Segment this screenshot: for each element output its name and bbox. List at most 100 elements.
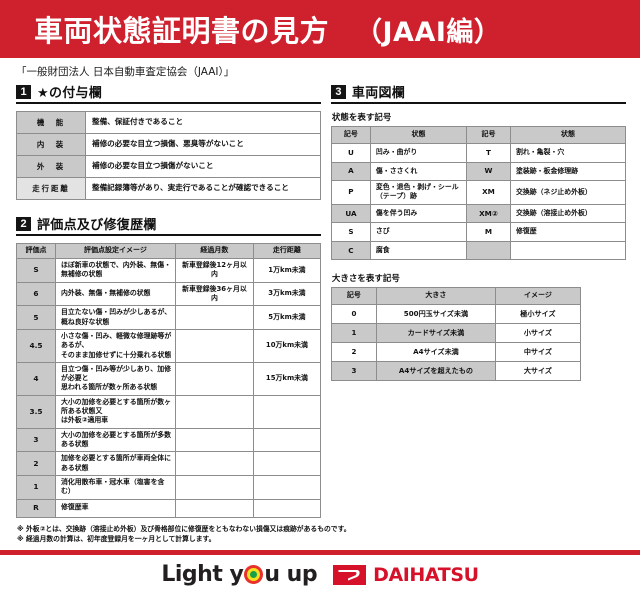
eval-image-cell: 加修を必要とする箇所が車両全体にある状態: [55, 451, 176, 476]
state-code-cell-right: M: [466, 222, 511, 242]
eval-months-cell: [174, 394, 254, 429]
table-row: 走行距離 整備記録簿等があり、実走行であることが確認できること: [16, 177, 321, 200]
table-row: C 腐食: [330, 240, 626, 261]
content-columns: 1 ★の付与欄 機 能 整備、保証付きであること 内 装 補修の必要な目立つ損傷…: [0, 82, 640, 518]
state-desc-cell-right: 塗装跡・板金修理跡: [510, 161, 626, 181]
state-code-cell-left: UA: [330, 203, 371, 224]
eval-image-cell: 目立つ傷・凹み等が少しあり、加修が必要と 思われる箇所が数ヶ所ある状態: [55, 361, 176, 396]
star-row-desc: 補修の必要な目立つ損傷、悪臭等がないこと: [85, 133, 321, 156]
eval-distance-cell: [252, 474, 321, 500]
table-header-row: 記号 大きさ イメージ: [330, 287, 581, 306]
eval-rate-cell: 3.5: [16, 394, 56, 429]
eval-rate-cell: 4.5: [16, 328, 56, 363]
eval-image-cell: 小さな傷・凹み、軽微な修理跡等があるが、 そのまま加修せずに十分乗れる状態: [55, 328, 176, 363]
eval-rate-cell: 1: [16, 474, 56, 500]
column-header-state-2: 状態: [510, 126, 626, 144]
size-code-cell: 0: [330, 304, 377, 325]
table-row: U 凹み・曲がり T 割れ・亀裂・穴: [330, 143, 626, 163]
star-criteria-table: 機 能 整備、保証付きであること 内 装 補修の必要な目立つ損傷、悪臭等がないこ…: [16, 111, 321, 200]
table-row: 1 消化用散布車・冠水車（塩害を含む）: [16, 474, 321, 500]
star-row-label: 走行距離: [16, 177, 86, 200]
table-row: 3 大小の加修を必要とする箇所が多数ある状態: [16, 427, 321, 453]
eval-rate-cell: 3: [16, 427, 56, 453]
table-row: 2 A4サイズ未満 中サイズ: [330, 342, 581, 363]
section-2-heading: 2 評価点及び修復歴欄: [16, 214, 321, 236]
state-desc-cell-left: 傷を伴う凹み: [369, 203, 468, 224]
table-row: A 傷・ささくれ W 塗装跡・板金修理跡: [330, 161, 626, 181]
eval-months-cell: [174, 474, 254, 500]
section-3-number: 3: [330, 84, 346, 99]
state-code-cell-left: A: [330, 161, 371, 181]
state-desc-cell-right: [510, 240, 626, 261]
section-1-number: 1: [16, 84, 31, 99]
page-title-suffix: （JAAI編）: [355, 17, 502, 48]
size-value-cell: 500円玉サイズ未満: [375, 304, 496, 325]
table-row: R 修復歴車: [16, 498, 321, 518]
eval-distance-cell: 3万km未満: [252, 281, 321, 307]
size-symbol-table: 記号 大きさ イメージ 0 500円玉サイズ未満 極小サイズ 1 カードサイズ未満 小サイ…: [330, 287, 581, 382]
eval-rate-cell: R: [16, 498, 56, 518]
section-1-heading: 1 ★の付与欄: [16, 82, 321, 104]
column-header-size-image: イメージ: [494, 287, 581, 306]
state-desc-cell-right: 交換跡（溶接止め外板）: [510, 203, 626, 224]
eval-image-cell: 消化用散布車・冠水車（塩害を含む）: [55, 474, 176, 500]
table-row: 5 目立たない傷・凹みが少しあるが、概ね良好な状態 5万km未満: [16, 305, 321, 330]
table-row: 4.5 小さな傷・凹み、軽微な修理跡等があるが、 そのまま加修せずに十分乗れる状態 1…: [16, 328, 321, 363]
slogan-part-2: u up: [264, 562, 318, 588]
state-desc-cell-left: 変色・退色・剥げ・シール（テープ）跡: [369, 180, 468, 205]
circle-o-icon: [244, 565, 264, 585]
eval-distance-cell: 15万km未満: [252, 361, 321, 396]
table-header-row: 記号 状態 記号 状態: [330, 126, 626, 144]
evaluation-table-body: S ほぼ新車の状態で、内外装、無傷・無補修の状態 新車登録後12ヶ月以内 1万km未満…: [16, 258, 321, 518]
brand-slogan: Light y u up: [161, 562, 317, 587]
table-row: 機 能 整備、保証付きであること: [16, 111, 321, 134]
size-table-head: 記号 大きさ イメージ: [330, 287, 581, 306]
eval-image-cell: 大小の加修を必要とする箇所が数ヶ所ある状態又 は外板②適用車: [55, 394, 176, 429]
eval-image-cell: 修復歴車: [55, 498, 176, 518]
size-image-cell: 中サイズ: [494, 342, 581, 363]
daihatsu-mark-icon: [333, 564, 367, 585]
eval-rate-cell: S: [16, 258, 56, 283]
star-row-desc: 整備、保証付きであること: [85, 111, 321, 134]
eval-rate-cell: 5: [16, 305, 56, 330]
state-code-cell-left: S: [330, 222, 371, 242]
state-code-cell-right: XM②: [466, 203, 511, 224]
table-row: 3.5 大小の加修を必要とする箇所が数ヶ所ある状態又 は外板②適用車: [16, 394, 321, 429]
star-table-body: 機 能 整備、保証付きであること 内 装 補修の必要な目立つ損傷、悪臭等がないこ…: [16, 111, 321, 200]
table-row: 3 A4サイズを超えたもの 大サイズ: [330, 361, 581, 382]
page-title-main: 車両状態証明書の見方: [34, 14, 330, 48]
state-desc-cell-left: 傷・ささくれ: [369, 161, 468, 181]
table-row: 2 加修を必要とする箇所が車両全体にある状態: [16, 451, 321, 476]
size-image-cell: 極小サイズ: [494, 304, 581, 325]
eval-distance-cell: [252, 451, 321, 476]
page-footer: Light y u up DAIHATSU: [0, 555, 640, 595]
column-header-state-1: 状態: [369, 126, 468, 144]
evaluation-score-table: 評価点 評価点設定イメージ 経過月数 走行距離 S ほぼ新車の状態で、内外装、無傷…: [16, 243, 321, 518]
table-row: 6 内外装、無傷・無補修の状態 新車登録後36ヶ月以内 3万km未満: [16, 281, 321, 307]
daihatsu-logo: DAIHATSU: [333, 564, 479, 586]
state-table-head: 記号 状態 記号 状態: [330, 126, 626, 144]
eval-months-cell: [174, 451, 254, 476]
size-code-cell: 1: [330, 323, 377, 344]
table-header-row: 評価点 評価点設定イメージ 経過月数 走行距離: [16, 243, 321, 259]
star-row-label: 外 装: [16, 155, 86, 178]
footnote-2: ※ 経過月数の計算は、初年度登録月を一ヶ月として計算します。: [17, 534, 216, 543]
eval-distance-cell: [252, 394, 321, 429]
table-row: 内 装 補修の必要な目立つ損傷、悪臭等がないこと: [16, 133, 321, 156]
star-row-desc: 補修の必要な目立つ損傷がないこと: [85, 155, 321, 178]
state-desc-cell-left: 凹み・曲がり: [369, 143, 468, 163]
eval-months-cell: 新車登録後12ヶ月以内: [174, 258, 254, 283]
state-desc-cell-right: 交換跡（ネジ止め外板）: [510, 180, 626, 205]
footnote-1: ※ 外板②とは、交換跡（溶接止め外板）及び骨格部位に修復歴をともなわない損傷又は…: [17, 524, 351, 533]
column-header-size-code: 記号: [330, 287, 377, 306]
page-title: 車両状態証明書の見方 （JAAI編）: [34, 8, 501, 50]
state-desc-cell-left: 腐食: [369, 240, 468, 261]
table-row: 4 目立つ傷・凹み等が少しあり、加修が必要と 思われる箇所が数ヶ所ある状態 15万km…: [16, 361, 321, 396]
eval-distance-cell: 1万km未満: [252, 258, 321, 283]
eval-distance-cell: [252, 427, 321, 453]
evaluation-table-head: 評価点 評価点設定イメージ 経過月数 走行距離: [16, 243, 321, 259]
size-value-cell: カードサイズ未満: [375, 323, 496, 344]
eval-months-cell: [174, 305, 254, 330]
table-row: 1 カードサイズ未満 小サイズ: [330, 323, 581, 344]
